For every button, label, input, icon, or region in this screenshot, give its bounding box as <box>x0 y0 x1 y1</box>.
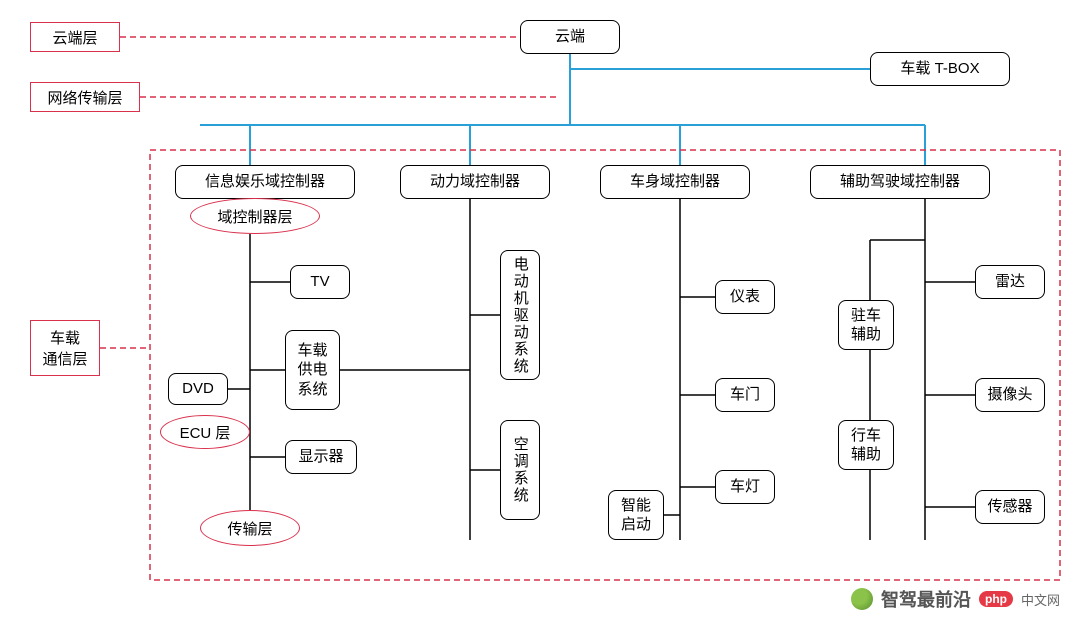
watermark: 智驾最前沿 php 中文网 <box>851 586 1060 612</box>
info-display: 显示器 <box>285 440 357 474</box>
body-door: 车门 <box>715 378 775 412</box>
adas-drive: 行车 辅助 <box>838 420 894 470</box>
tbox-node: 车载 T-BOX <box>870 52 1010 86</box>
annot-ecu: ECU 层 <box>160 415 250 449</box>
watermark-icon <box>851 588 873 610</box>
info-dvd: DVD <box>168 373 228 405</box>
annot-transport: 传输层 <box>200 510 300 546</box>
power-ac: 空调系统 <box>500 420 540 520</box>
watermark-text: 智驾最前沿 <box>881 586 971 612</box>
domain-body: 车身域控制器 <box>600 165 750 199</box>
info-tv: TV <box>290 265 350 299</box>
adas-sensor: 传感器 <box>975 490 1045 524</box>
info-power-sys: 车载 供电 系统 <box>285 330 340 410</box>
layer-comm-label: 车载 通信层 <box>30 320 100 376</box>
domain-power: 动力域控制器 <box>400 165 550 199</box>
domain-adas: 辅助驾驶域控制器 <box>810 165 990 199</box>
adas-park: 驻车 辅助 <box>838 300 894 350</box>
watermark-suffix: 中文网 <box>1021 590 1060 609</box>
annot-domain-ctrl: 域控制器层 <box>190 198 320 234</box>
adas-camera: 摄像头 <box>975 378 1045 412</box>
power-motor: 电动机驱动系统 <box>500 250 540 380</box>
domain-info: 信息娱乐域控制器 <box>175 165 355 199</box>
layer-cloud-label: 云端层 <box>30 22 120 52</box>
watermark-badge: php <box>979 591 1013 607</box>
body-smart: 智能 启动 <box>608 490 664 540</box>
layer-network-label: 网络传输层 <box>30 82 140 112</box>
connector-svg <box>0 0 1080 622</box>
adas-radar: 雷达 <box>975 265 1045 299</box>
cloud-node: 云端 <box>520 20 620 54</box>
body-meter: 仪表 <box>715 280 775 314</box>
body-light: 车灯 <box>715 470 775 504</box>
